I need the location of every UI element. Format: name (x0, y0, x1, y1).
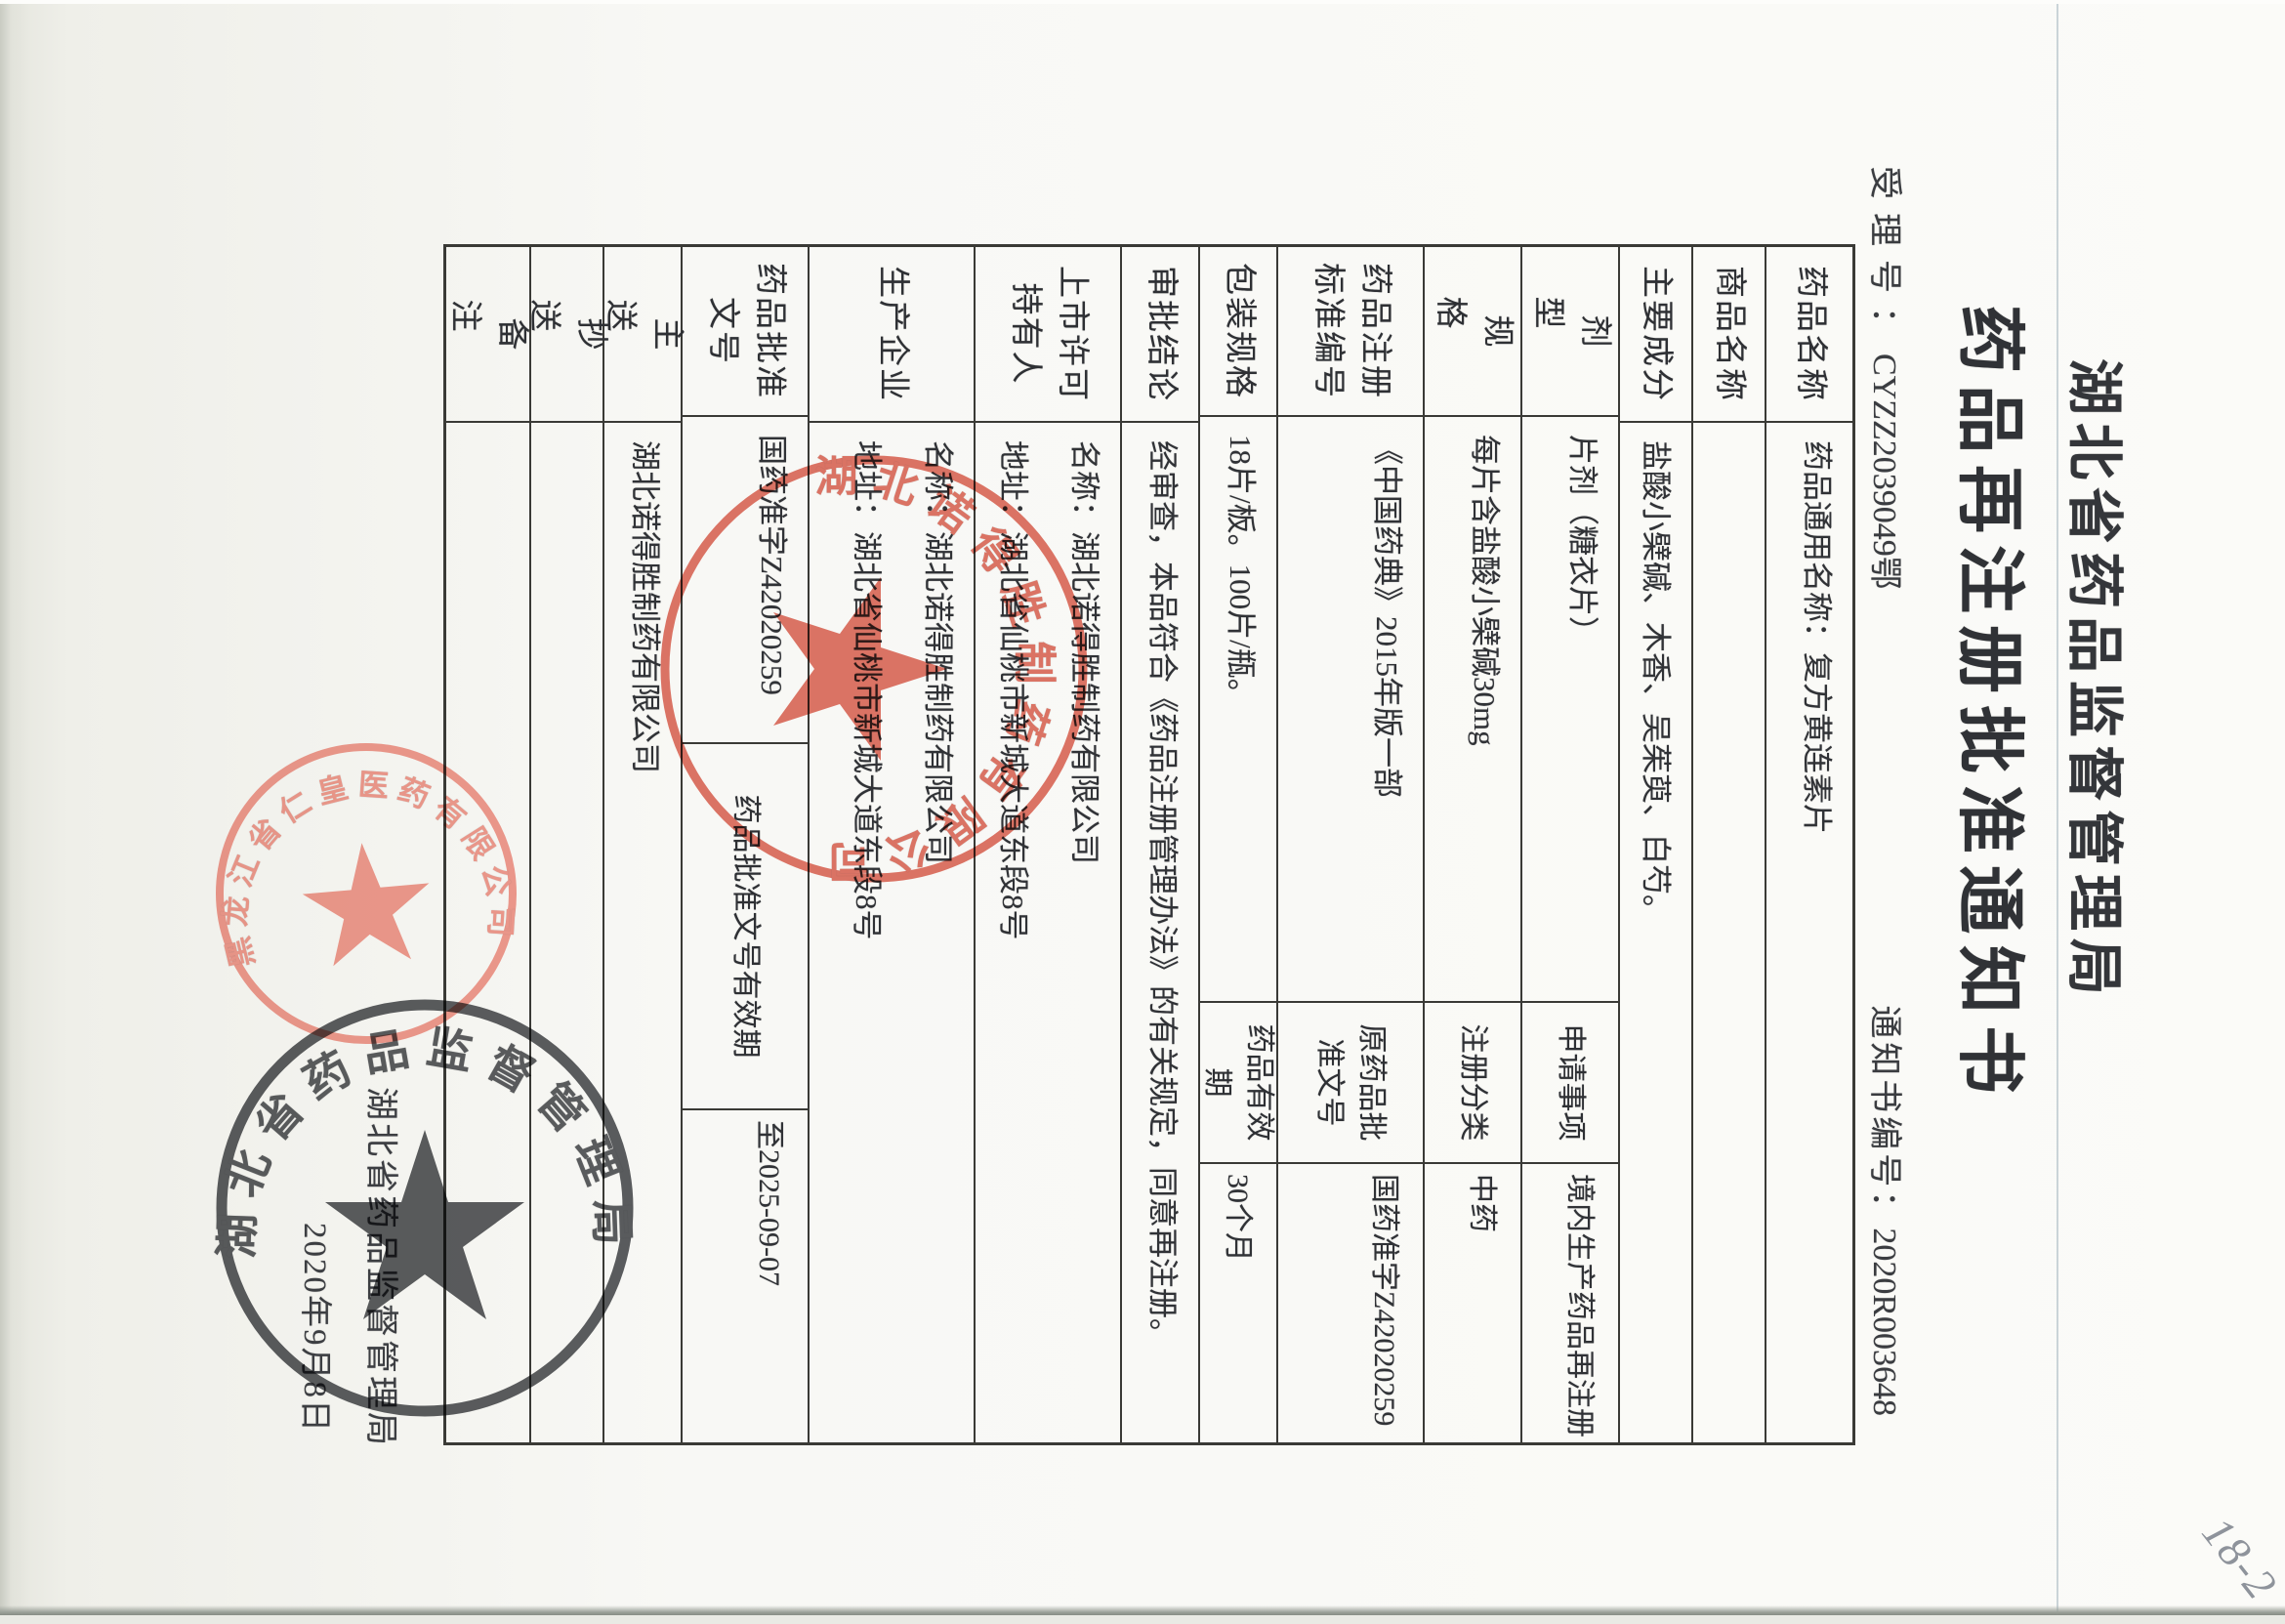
table-row-main-ingredients: 主要成分 盐酸小檗碱、木香、吴茱萸、白芍。 (1618, 247, 1691, 1442)
scan-edge-top (0, 0, 2285, 4)
row-label: 药品名称 (1766, 247, 1852, 423)
scan-edge-bottom (0, 1605, 2285, 1615)
table-row-dosage-form: 剂型 片剂（糖衣片） 申请事项 境内生产药品再注册 (1520, 247, 1618, 1442)
table-row-package-spec: 包装规格 18片/板。100片/瓶。 药品有效期 30个月 (1198, 247, 1276, 1442)
row-label: 药品注册标准编号 (1278, 247, 1423, 417)
row-label: 商品名称 (1693, 247, 1765, 423)
row-label: 备注 (446, 247, 529, 423)
row-value: 盐酸小檗碱、木香、吴茱萸、白芍。 (1639, 440, 1673, 925)
document-title: 药品再注册批准通知书 (1951, 305, 2026, 1105)
row-value: 每片含盐酸小檗碱30mg (1425, 417, 1520, 1003)
row-label: 包装规格 (1200, 247, 1276, 417)
producer-company-seal-stamp: 湖北诺得胜制药有限公司 (660, 453, 1088, 885)
heilongjiang-company-seal-stamp: 黑龙江省仁皇医药有限公司 (205, 743, 521, 1044)
row-value-2: 中药 (1466, 1174, 1498, 1232)
scan-edge-left (0, 0, 29, 1615)
row-value-2: 国药准字Z42020259 (1368, 1174, 1400, 1427)
row-value: 片剂（糖衣片） (1522, 417, 1618, 1003)
row-label: 剂型 (1522, 247, 1618, 417)
row-label: 规格 (1425, 247, 1520, 417)
row-label-2: 注册分类 (1425, 1003, 1520, 1164)
table-row-approval-conclusion: 审批结论 经审查，本品符合《药品注册管理办法》的有关规定，同意再注册。 (1120, 247, 1198, 1442)
authority-official-seal-stamp: 湖北省药品监督管理局 (212, 999, 634, 1417)
row-label: 上市许可持有人 (976, 247, 1120, 423)
row-value: 经审查，本品符合《药品注册管理办法》的有关规定，同意再注册。 (1145, 440, 1180, 1349)
agency-header: 湖北省药品监督管理局 (2062, 357, 2126, 1003)
row-value: 18片/板。100片/瓶。 (1200, 417, 1276, 1003)
row-label: 药品批准文号 (683, 247, 808, 417)
row-label: 审批结论 (1122, 247, 1198, 423)
row-label-2: 药品有效期 (1200, 1003, 1276, 1164)
row-value-2: 至2025-09-07 (753, 1120, 785, 1286)
row-value: 药品通用名称：复方黄连素片 (1800, 440, 1834, 834)
row-label-2: 原药品批准文号 (1278, 1003, 1423, 1164)
notice-number: 通知书编号：2020R003648 (1864, 1005, 1912, 1416)
acceptance-number: 受理号：CYZZ2039049鄂 (1864, 166, 1912, 590)
row-value-2: 境内生产药品再注册 (1563, 1174, 1596, 1437)
row-label: 主送 (602, 247, 685, 423)
notice-label: 通知书编号： (1866, 1005, 1902, 1228)
table-row-strength: 规格 每片含盐酸小檗碱30mg 注册分类 中药 (1423, 247, 1520, 1442)
table-row-drug-name: 药品名称 药品通用名称：复方黄连素片 (1765, 247, 1852, 1442)
row-label: 主要成分 (1620, 247, 1691, 423)
acceptance-label: 受理号： (1866, 166, 1902, 354)
row-value-2: 30个月 (1222, 1174, 1254, 1262)
acceptance-value: CYZZ2039049鄂 (1866, 354, 1902, 590)
row-label: 生产企业 (810, 247, 974, 423)
scan-fold-line (2056, 0, 2058, 1615)
table-row-registration-standard: 药品注册标准编号 《中国药典》2015年版一部 原药品批准文号 国药准字Z420… (1276, 247, 1423, 1442)
table-row-trade-name: 商品名称 (1691, 247, 1765, 1442)
row-label-2: 申请事项 (1522, 1003, 1618, 1164)
notice-value: 2020R003648 (1866, 1228, 1902, 1416)
row-label: 抄送 (527, 247, 608, 423)
row-value (1693, 423, 1765, 1442)
row-value: 《中国药典》2015年版一部 (1278, 417, 1423, 1003)
